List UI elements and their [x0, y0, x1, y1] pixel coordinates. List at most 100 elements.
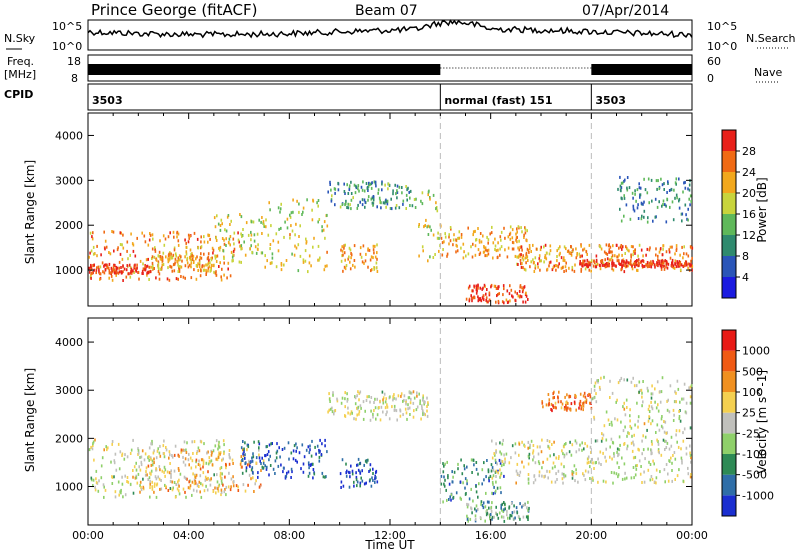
scatter-cell	[318, 450, 320, 454]
scatter-cell	[160, 479, 162, 482]
scatter-cell	[683, 245, 685, 249]
scatter-cell	[113, 263, 115, 267]
scatter-cell	[339, 205, 342, 209]
scatter-cell	[626, 378, 629, 382]
scatter-cell	[607, 264, 609, 268]
scatter-cell	[509, 284, 511, 288]
scatter-cell	[250, 238, 252, 242]
scatter-cell	[253, 440, 255, 444]
scatter-cell	[520, 265, 523, 269]
scatter-cell	[313, 472, 316, 476]
scatter-cell	[500, 471, 503, 475]
scatter-cell	[94, 488, 97, 492]
scatter-cell	[217, 222, 220, 226]
scatter-cell	[634, 473, 637, 477]
cpid-segment-label: normal (fast) 151	[444, 94, 552, 107]
scatter-cell	[163, 243, 166, 247]
scatter-cell	[593, 259, 595, 263]
scatter-cell	[671, 461, 673, 465]
scatter-cell	[579, 262, 581, 266]
nave-tick-top: 60	[707, 55, 721, 68]
scatter-cell	[172, 253, 175, 257]
scatter-cell	[443, 464, 445, 468]
scatter-cell	[690, 473, 692, 476]
scatter-cell	[329, 407, 332, 411]
scatter-cell	[146, 271, 148, 275]
scatter-cell	[198, 485, 200, 488]
scatter-cell	[430, 228, 432, 232]
scatter-cell	[103, 264, 105, 268]
scatter-cell	[344, 391, 346, 395]
scatter-cell	[344, 202, 347, 206]
scatter-cell	[157, 267, 160, 271]
scatter-cell	[319, 449, 321, 453]
scatter-cell	[146, 473, 148, 477]
scatter-cell	[224, 488, 226, 491]
scatter-cell	[668, 447, 671, 451]
scatter-cell	[314, 445, 316, 449]
scatter-cell	[277, 464, 280, 468]
scatter-cell	[400, 394, 402, 398]
scatter-cell	[240, 260, 242, 264]
scatter-cell	[583, 391, 586, 395]
scatter-cell	[326, 213, 328, 217]
scatter-cell	[347, 192, 350, 195]
scatter-cell	[102, 270, 104, 274]
scatter-cell	[660, 265, 663, 269]
scatter-cell	[176, 260, 179, 263]
scatter-cell	[311, 439, 313, 443]
scatter-cell	[500, 245, 503, 249]
scatter-cell	[615, 472, 618, 476]
colorbar-tick-label: 100	[742, 386, 763, 399]
scatter-cell	[342, 269, 344, 273]
scatter-cell	[168, 252, 170, 256]
scatter-cell	[500, 230, 503, 234]
scatter-cell	[595, 400, 598, 404]
scatter-cell	[144, 265, 146, 269]
scatter-cell	[353, 244, 356, 248]
scatter-cell	[578, 448, 580, 452]
scatter-cell	[619, 207, 621, 211]
scatter-cell	[582, 248, 584, 252]
scatter-cell	[130, 232, 132, 236]
scatter-cell	[538, 259, 541, 263]
scatter-cell	[522, 266, 524, 270]
scatter-cell	[505, 452, 508, 456]
scatter-cell	[212, 251, 214, 255]
scatter-cell	[500, 506, 502, 510]
scatter-cell	[192, 254, 195, 258]
scatter-cell	[237, 485, 239, 489]
scatter-cell	[543, 475, 545, 479]
scatter-cell	[171, 269, 174, 273]
scatter-cell	[647, 447, 649, 451]
scatter-cell	[674, 181, 677, 185]
scatter-cell	[122, 233, 124, 237]
scatter-cell	[608, 423, 611, 426]
scatter-cell	[650, 449, 653, 453]
scatter-cell	[487, 252, 490, 256]
scatter-cell	[227, 261, 230, 265]
scatter-cell	[302, 470, 305, 474]
scatter-cell	[617, 381, 620, 385]
scatter-cell	[482, 286, 484, 290]
scatter-cell	[497, 299, 500, 303]
scatter-cell	[165, 485, 167, 489]
scatter-cell	[137, 271, 140, 274]
scatter-cell	[252, 220, 255, 224]
scatter-cell	[121, 482, 124, 486]
scatter-cell	[453, 233, 455, 237]
scatter-cell	[358, 412, 360, 416]
scatter-cell	[548, 264, 550, 268]
scatter-cell	[652, 261, 655, 265]
scatter-cell	[593, 415, 595, 419]
colorbar-tick-label: -25	[742, 427, 760, 440]
scatter-cell	[289, 215, 292, 219]
scatter-cell	[187, 265, 190, 269]
scatter-cell	[677, 261, 680, 265]
scatter-cell	[662, 244, 664, 248]
scatter-cell	[473, 463, 475, 467]
scatter-cell	[534, 478, 537, 482]
scatter-cell	[537, 265, 539, 269]
scatter-cell	[636, 188, 639, 192]
scatter-cell	[636, 401, 638, 405]
